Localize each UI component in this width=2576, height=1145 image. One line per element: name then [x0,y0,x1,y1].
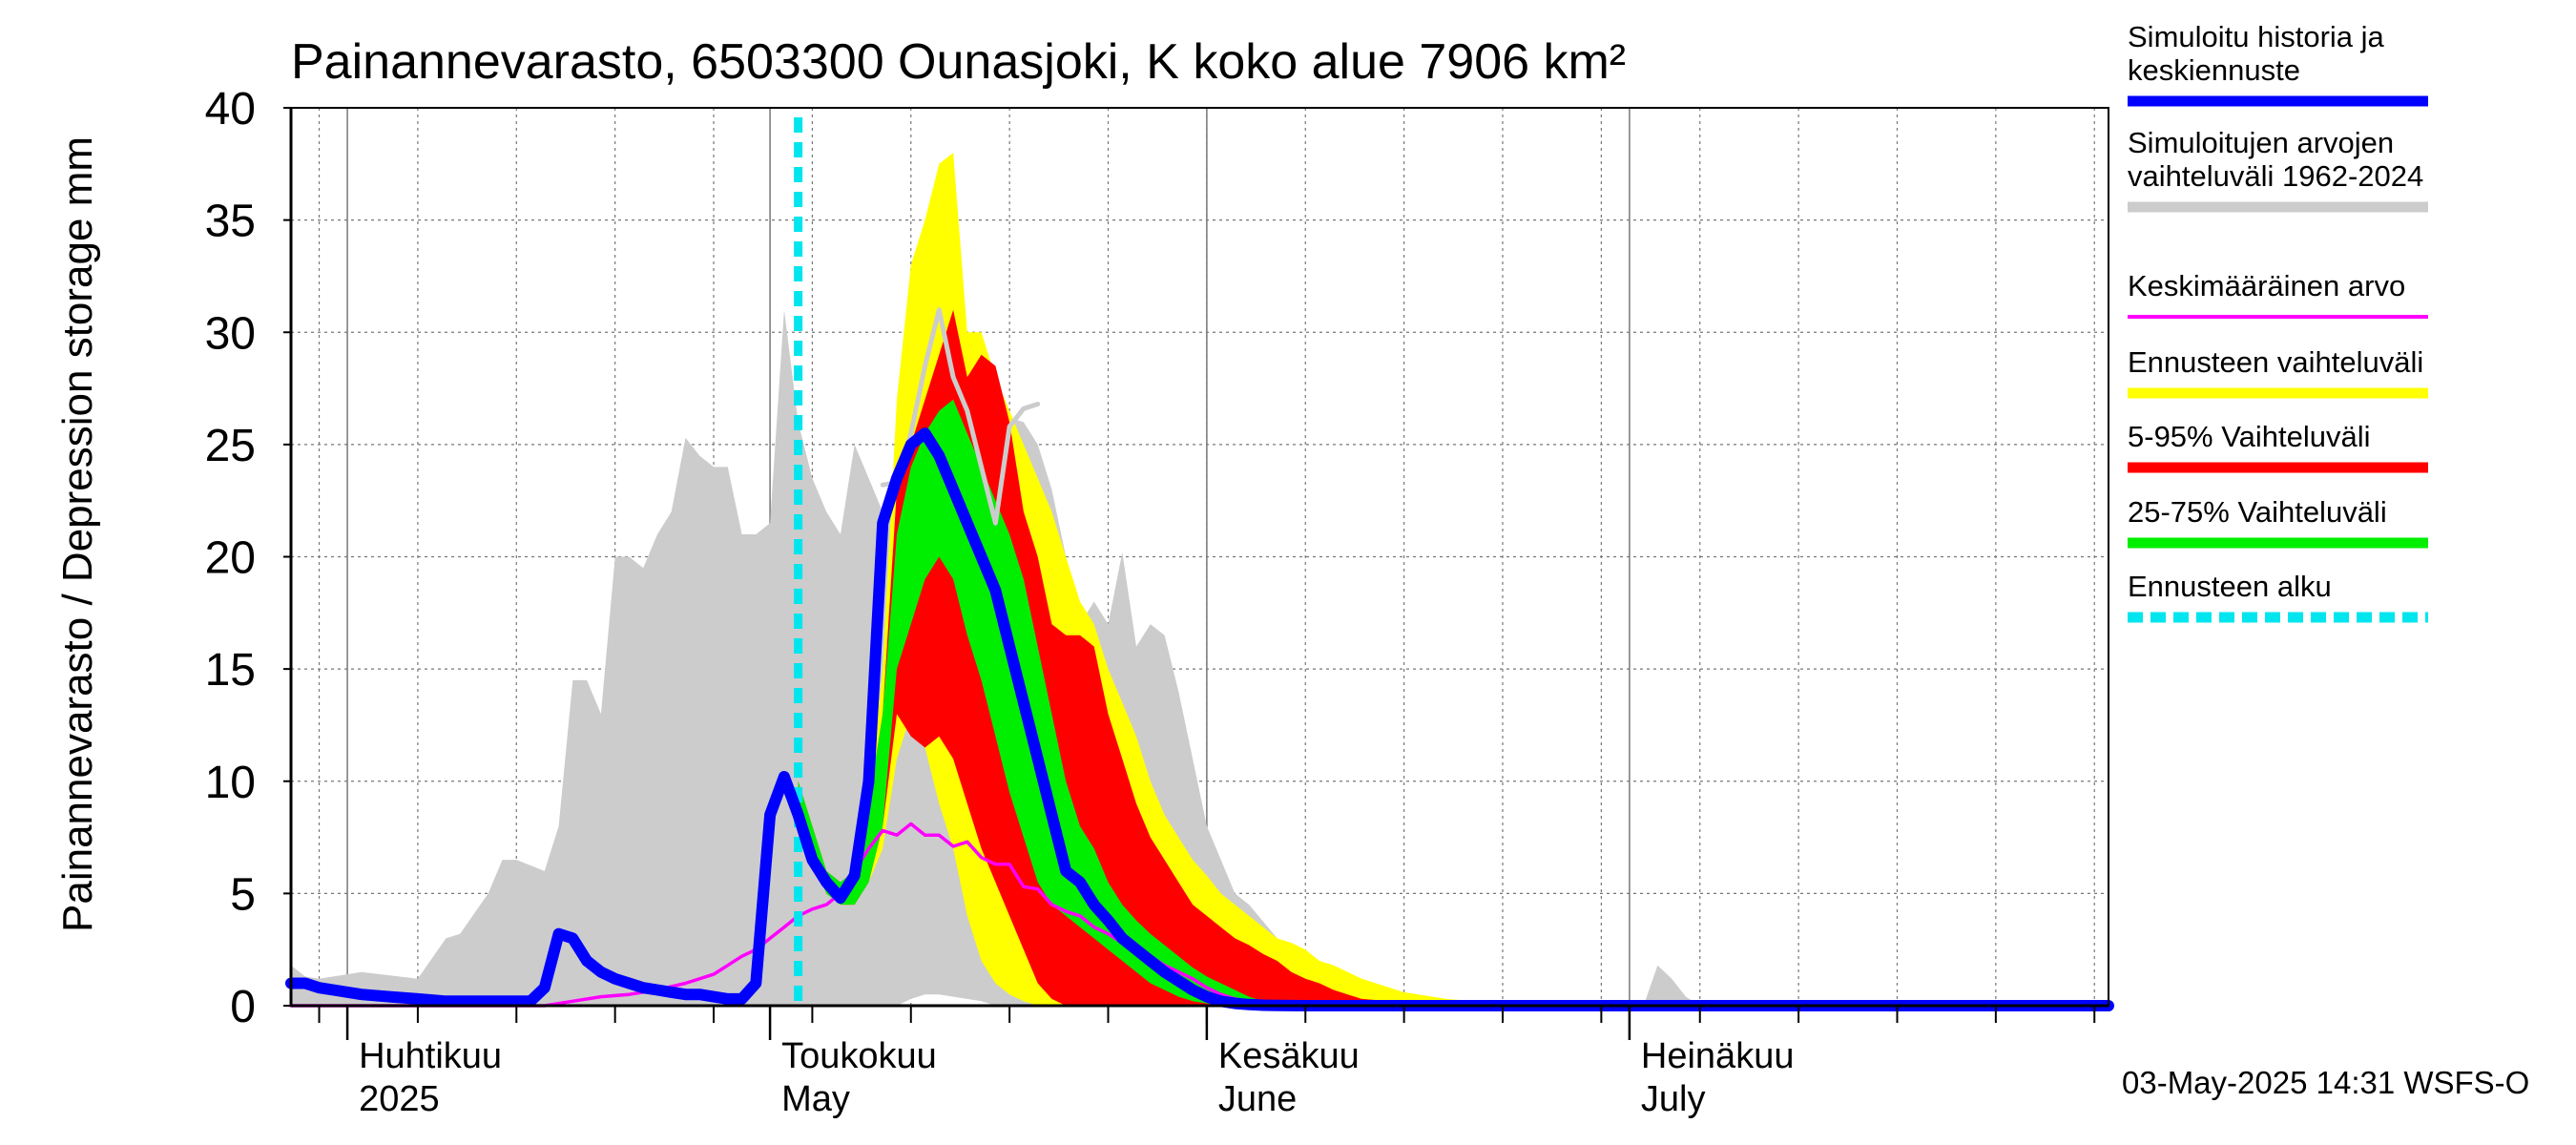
footer-timestamp: 03-May-2025 14:31 WSFS-O [2122,1065,2529,1100]
y-tick-label: 15 [205,645,256,696]
month-label-fi: Huhtikuu [359,1036,502,1076]
legend-label: Simuloitu historia ja [2128,20,2385,53]
month-label-fi: Toukokuu [781,1036,937,1076]
y-axis-ticks: 0 5 10 15 20 25 30 35 40 [205,84,291,1032]
y-tick-label: 20 [205,533,256,584]
legend-label: Ennusteen vaihteluväli [2128,345,2423,379]
range-25-75-area [798,399,2109,1006]
y-tick-label: 5 [230,869,256,920]
legend-label: vaihteluväli 1962-2024 [2128,159,2423,193]
y-tick-label: 0 [230,982,256,1032]
legend-label: Simuloitujen arvojen [2128,126,2394,159]
chart-title: Painannevarasto, 6503300 Ounasjoki, K ko… [291,34,1626,90]
plot-area [285,117,2114,1011]
range-5-95-area [798,309,2109,1006]
legend-label: keskiennuste [2128,53,2300,87]
y-tick-label: 25 [205,421,256,471]
historical-range-area [291,309,2109,1006]
y-tick-label: 30 [205,308,256,359]
month-label-en: June [1218,1079,1297,1119]
month-label-fi: Heinäkuu [1641,1036,1795,1076]
mean-value-line [289,822,2110,1008]
month-label-en: July [1641,1079,1706,1119]
y-tick-label: 40 [205,84,256,135]
month-label-fi: Kesäkuu [1218,1036,1360,1076]
legend-label: 5-95% Vaihteluväli [2128,420,2370,453]
median-simulation-line [285,427,2114,1011]
month-label-en: May [781,1079,850,1119]
y-axis-label: Painannevarasto / Depression storage mm [54,136,101,932]
month-label-en: 2025 [359,1079,440,1119]
legend-label: 25-75% Vaihteluväli [2128,495,2387,529]
y-tick-label: 35 [205,197,256,247]
legend-label: Ennusteen alku [2128,570,2332,603]
legend-label: Keskimääräinen arvo [2128,269,2405,302]
y-tick-label: 10 [205,758,256,808]
